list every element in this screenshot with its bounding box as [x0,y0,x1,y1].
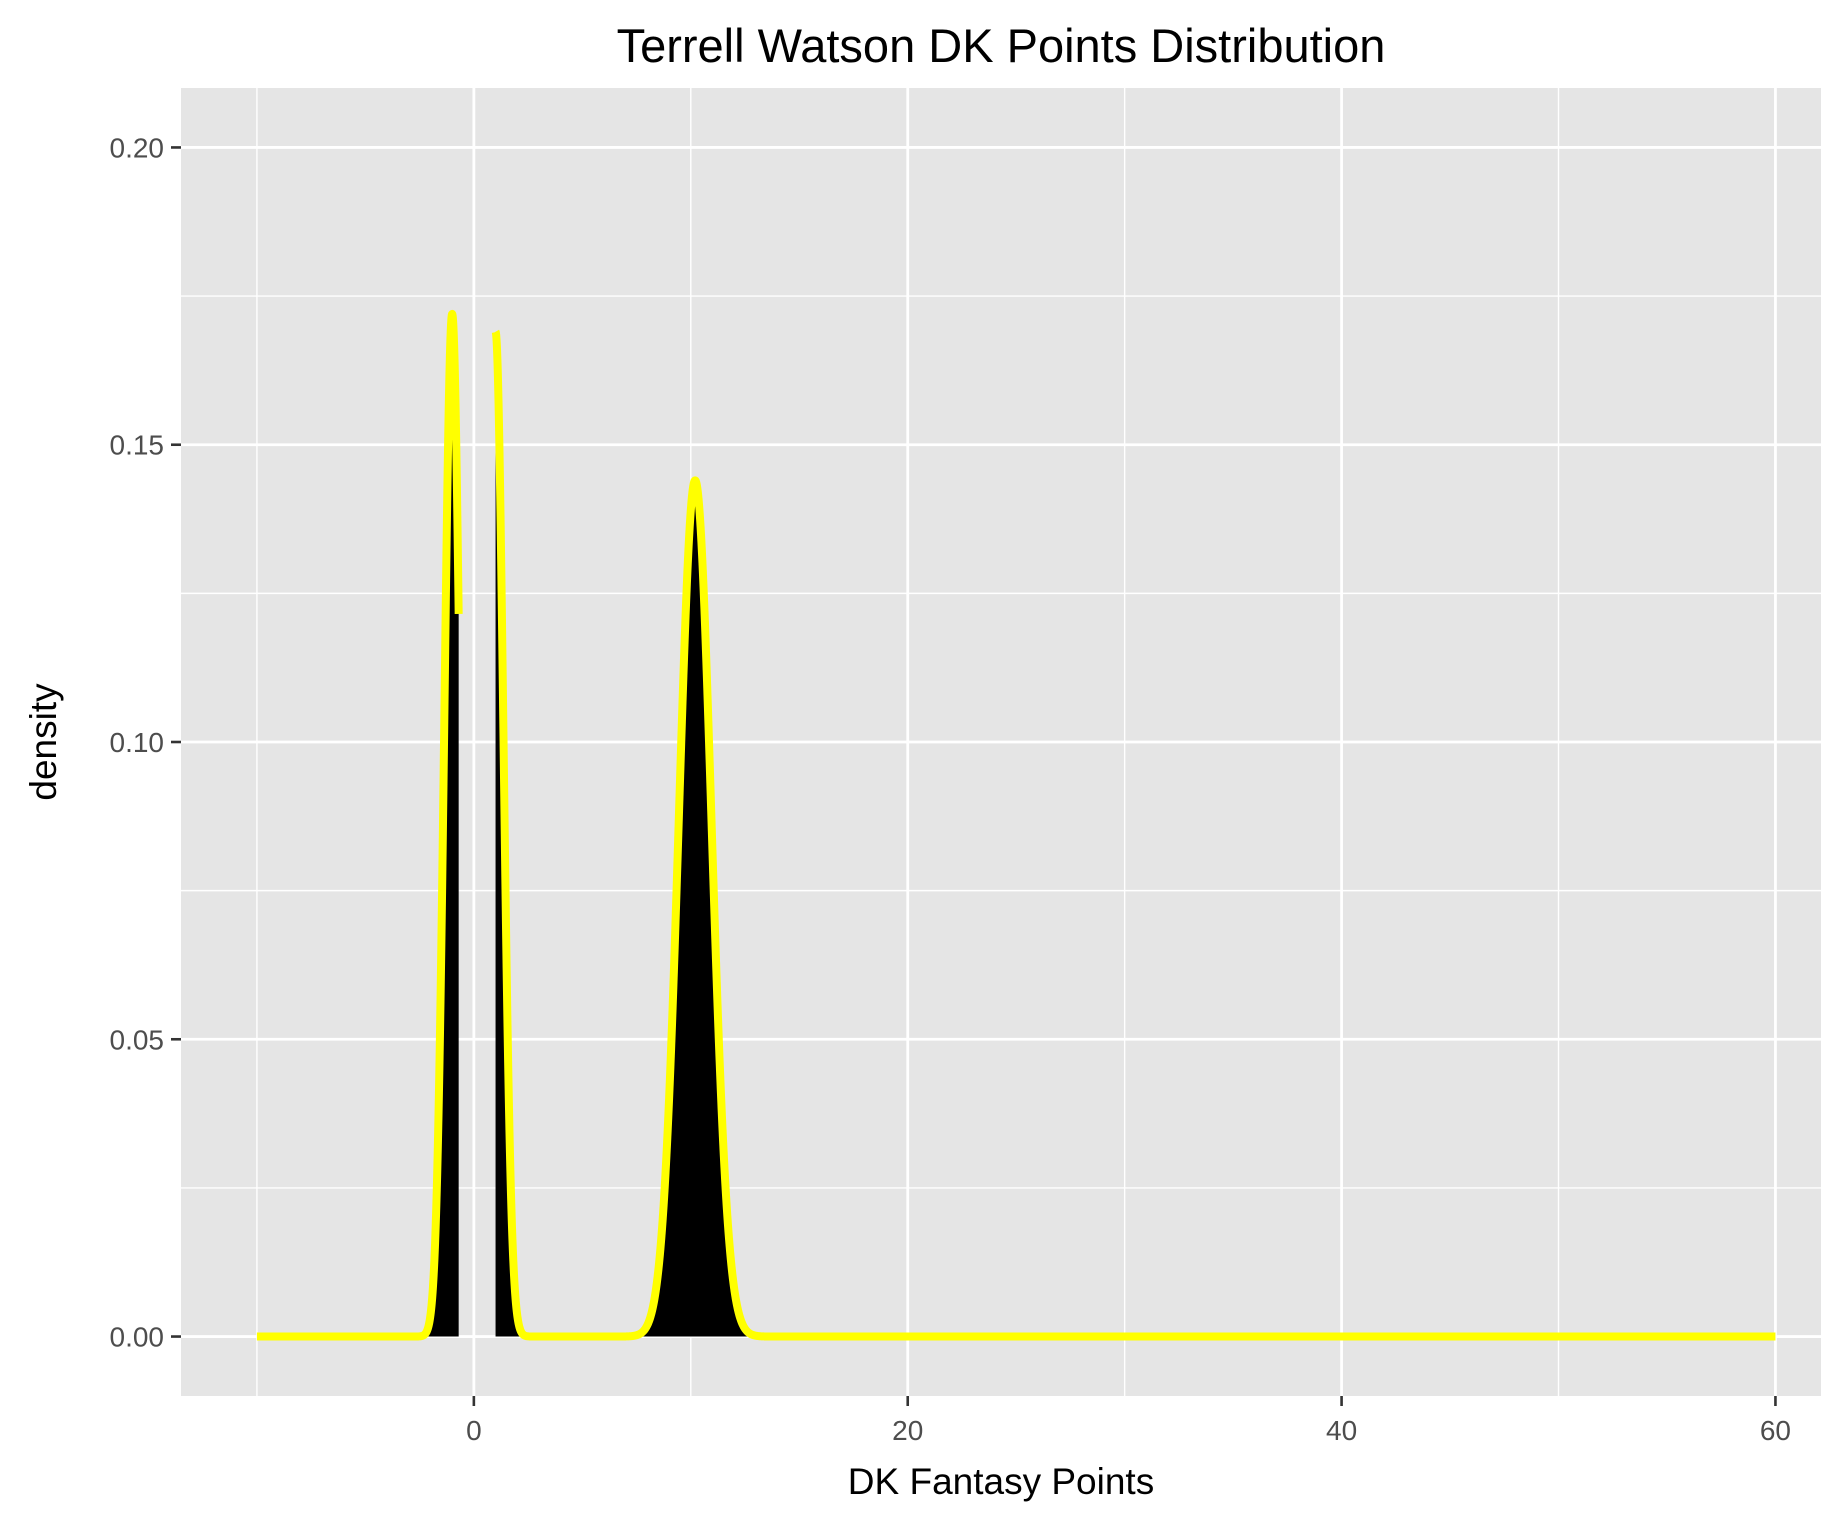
y-axis-title: density [23,683,64,801]
y-tick-label: 0.20 [110,132,165,163]
y-tick-label: 0.10 [110,727,165,758]
y-tick-label: 0.00 [110,1322,165,1353]
x-tick-label: 0 [466,1415,482,1446]
x-axis: 0 20 40 60 [466,1396,1791,1446]
chart-title: Terrell Watson DK Points Distribution [617,19,1386,72]
y-tick-label: 0.15 [110,430,165,461]
density-segment-right-outline [491,328,1780,1341]
y-tick-label: 0.05 [110,1024,165,1055]
x-axis-title: DK Fantasy Points [848,1461,1154,1502]
density-segment-left-outline [253,309,463,1341]
x-tick-label: 20 [892,1415,923,1446]
y-axis: 0.00 0.05 0.10 0.15 0.20 [110,132,181,1353]
density-outline-group [253,309,1780,1341]
x-tick-label: 60 [1760,1415,1791,1446]
x-tick-label: 40 [1326,1415,1357,1446]
